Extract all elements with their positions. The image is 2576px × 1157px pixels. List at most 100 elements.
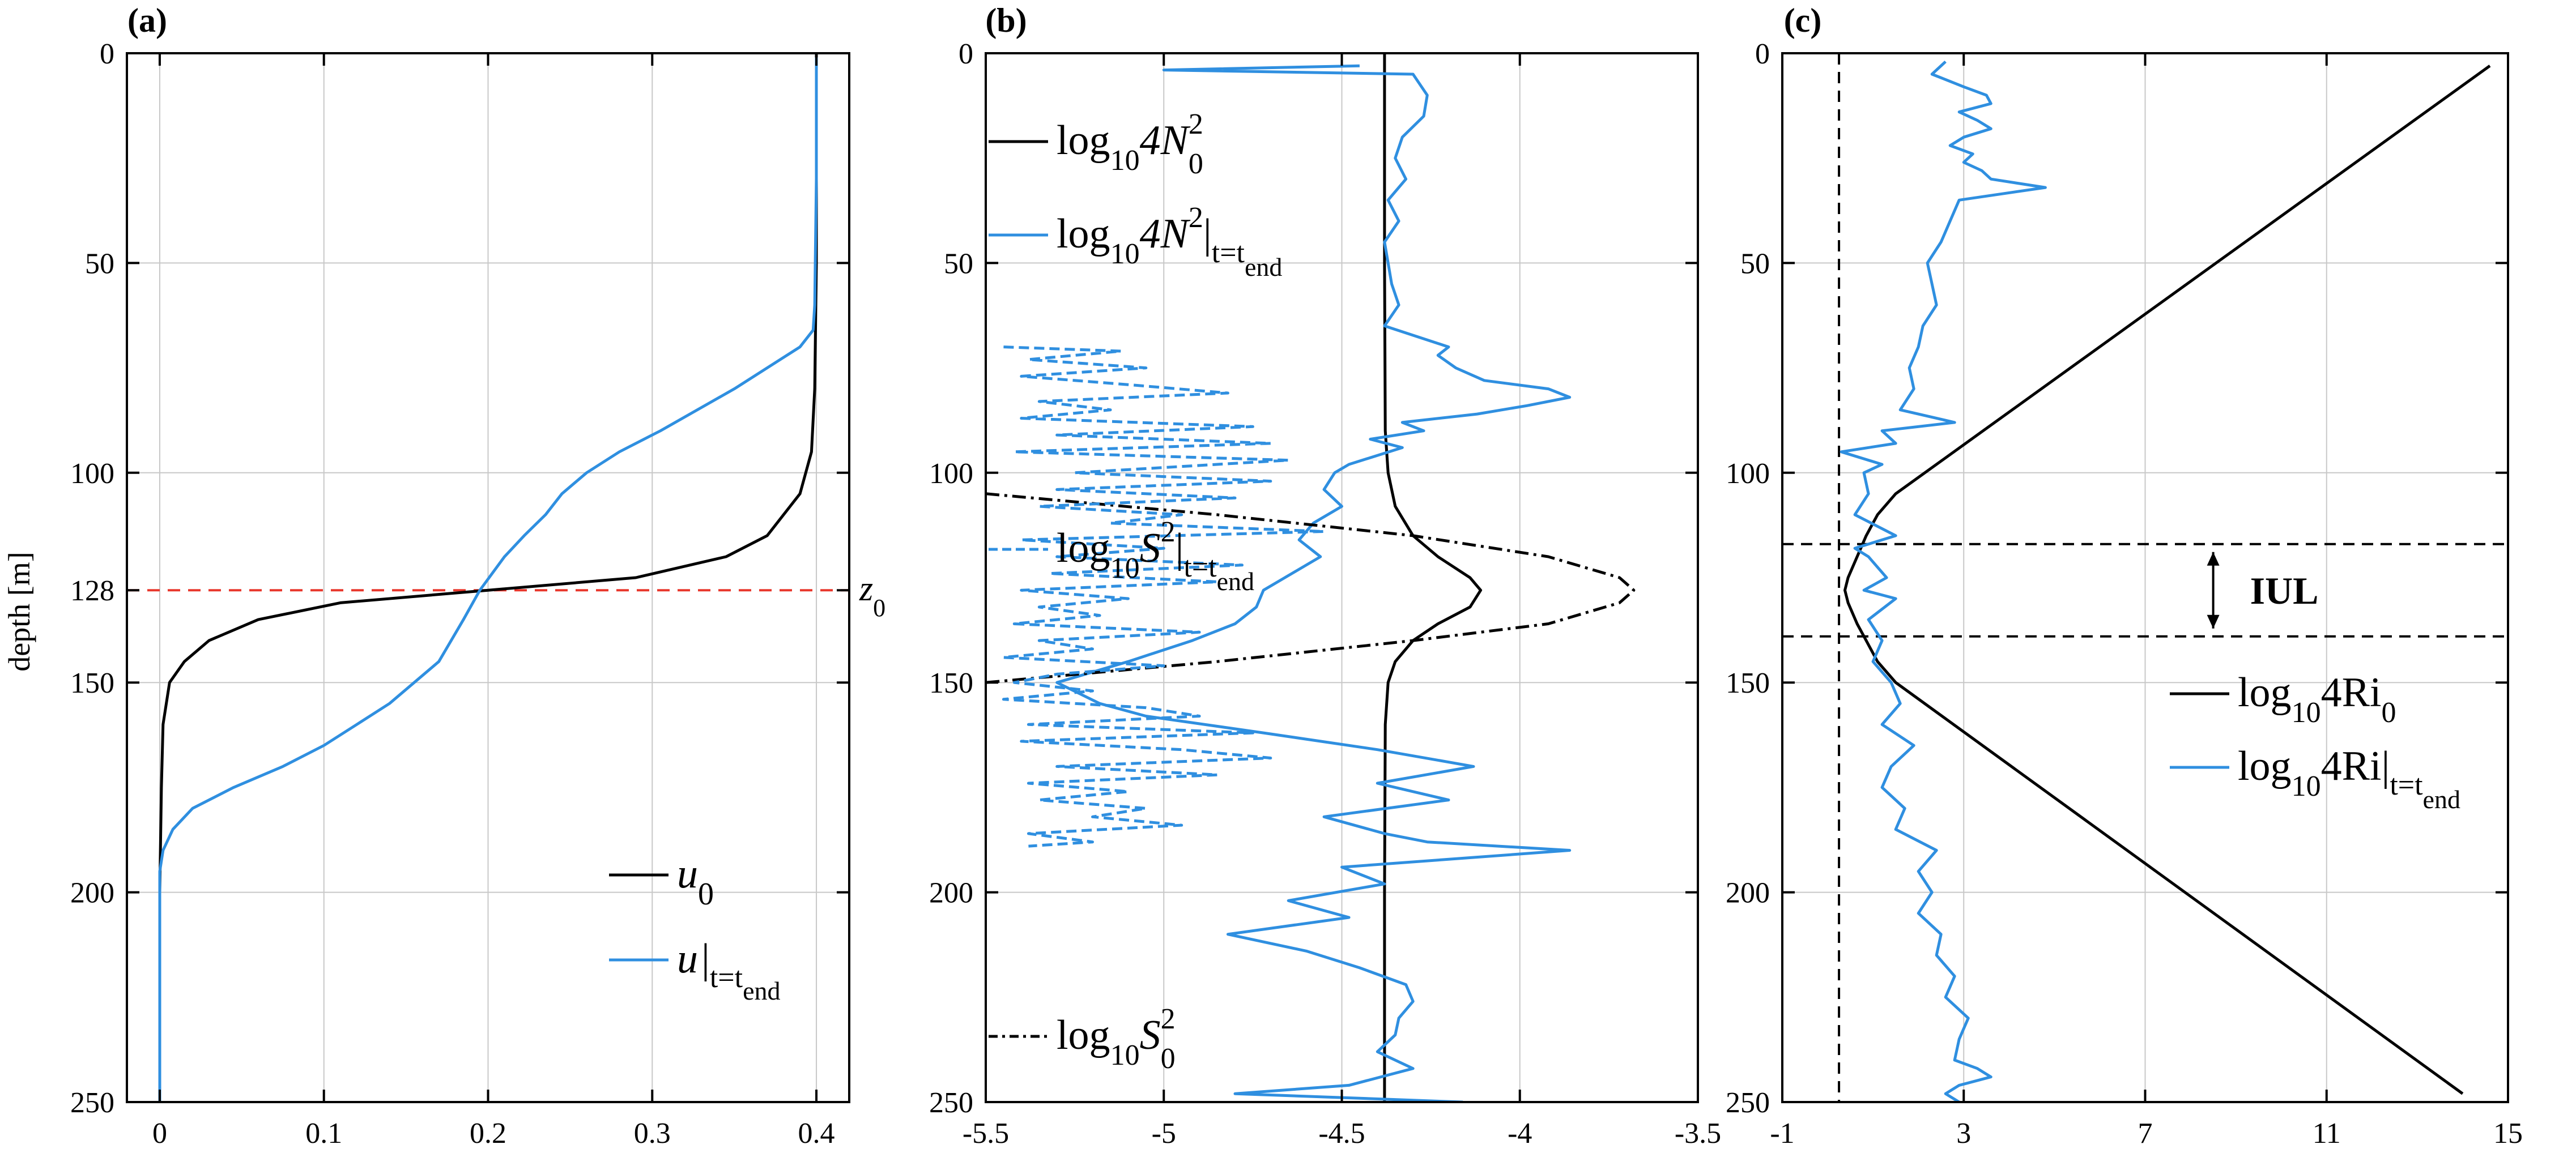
plot-area-0 — [127, 53, 849, 1102]
legend-tail: 4Ri — [2321, 743, 2382, 789]
xtick-label-0-0: 0 — [152, 1117, 167, 1150]
xtick-label-0-1: 0.1 — [305, 1117, 342, 1150]
legend-label-0-1: u|t=tend — [677, 936, 780, 1005]
ytick-label-2-4: 200 — [1726, 877, 1770, 910]
ytick-label-2-3: 150 — [1726, 667, 1770, 699]
legend-bar: | — [2381, 743, 2390, 789]
ytick-label-2-0: 0 — [1755, 38, 1770, 70]
legend-sup: 2 — [1161, 1003, 1176, 1035]
legend-tail: S — [1140, 525, 1161, 571]
legend-sub: 10 — [2292, 697, 2321, 729]
legend-label-0-0: u0 — [677, 851, 714, 912]
legend-entry-0-1: u|t=tend — [609, 936, 780, 1005]
legend-bar: | — [701, 936, 710, 982]
ytick-label-1-0: 0 — [959, 38, 973, 70]
legend-label-2-0: log104Ri0 — [2238, 669, 2396, 729]
legend-sub3: 0 — [1189, 148, 1203, 180]
legend-sub: 10 — [1110, 1039, 1140, 1071]
ytick-label-0-1: 50 — [85, 247, 114, 280]
panel-2: -1 3 7 11 15050100150200250(c)IULlog104Ri0lo… — [1726, 2, 2523, 1150]
ytick-label-1-5: 250 — [929, 1087, 973, 1119]
legend-sub4: end — [1245, 253, 1282, 281]
legend-entry-2-0: log104Ri0 — [2170, 669, 2396, 729]
legend-sub3: 0 — [2381, 697, 2396, 729]
panels: 0 0.1 0.2 0.3 0.4050100128150200250(a)depth … — [2, 2, 2523, 1150]
legend-sup: 2 — [1189, 202, 1203, 234]
series-line-2-1 — [1840, 60, 2047, 1102]
legend-tail: 4N — [1140, 117, 1191, 164]
xtick-label-1-2: -4.5 — [1318, 1117, 1365, 1150]
legend-sub3: t=t — [1183, 551, 1217, 583]
legend-tail: 4N — [1140, 211, 1191, 257]
legend-sub3: 0 — [1161, 1043, 1176, 1075]
panel-label-0: (a) — [127, 2, 167, 39]
xtick-label-2-3: 11 — [2313, 1117, 2341, 1150]
ytick-label-0-5: 200 — [70, 877, 114, 910]
legend-label-1-3: log10S2|t=tend — [1057, 516, 1254, 596]
series-line-1-0 — [1383, 53, 1483, 1102]
xtick-label-1-1: -5 — [1152, 1117, 1176, 1150]
xtick-label-0-2: 0.2 — [470, 1117, 506, 1150]
plot-area-1 — [986, 53, 1636, 1102]
z0-label: z0 — [859, 570, 885, 622]
ytick-label-0-3: 128 — [70, 575, 114, 607]
series-line-0-0 — [158, 53, 818, 1102]
ytick-label-1-4: 200 — [929, 877, 973, 910]
legend-sub: 10 — [2292, 770, 2321, 802]
legend-main: log — [1057, 211, 1110, 257]
panel-label-2: (c) — [1784, 2, 1822, 39]
ytick-label-1-3: 150 — [929, 667, 973, 699]
series-line-1-2 — [986, 492, 1636, 684]
z0-main: z — [859, 570, 873, 608]
legend-sub3: t=t — [2390, 769, 2423, 801]
z0-sub: 0 — [873, 594, 885, 622]
series-line-0-1 — [158, 57, 818, 1102]
ytick-label-2-1: 50 — [1740, 247, 1770, 280]
legend-sup: 2 — [1189, 108, 1203, 140]
series-line-2-0 — [1843, 65, 2491, 1095]
legend-entry-1-1: log104N2|t=tend — [989, 202, 1282, 281]
ytick-label-1-2: 100 — [929, 458, 973, 490]
legend-entry-1-0: log104N2 0 — [989, 108, 1203, 180]
legend-main: log — [1057, 1012, 1110, 1058]
xtick-label-1-0: -5.5 — [963, 1117, 1009, 1150]
legend-entry-1-3: log10S2|t=tend — [989, 516, 1254, 596]
legend-main: u — [677, 936, 698, 982]
ytick-label-0-4: 150 — [70, 667, 114, 699]
legend-entry-1-2: log10S2 0 — [989, 1003, 1176, 1075]
ytick-label-2-2: 100 — [1726, 458, 1770, 490]
legend-sub: 10 — [1110, 238, 1140, 270]
legend-sub: t=t — [710, 962, 743, 994]
legend-label-2-1: log104Ri|t=tend — [2238, 743, 2460, 814]
xtick-label-1-4: -3.5 — [1675, 1117, 1721, 1150]
plot-area-2 — [1782, 53, 2508, 1102]
legend-sub3: t=t — [1212, 237, 1245, 269]
legend-tail: S — [1140, 1012, 1161, 1058]
ytick-label-0-0: 0 — [100, 38, 114, 70]
legend-main: log — [2238, 669, 2292, 716]
legend-sub4: end — [1217, 567, 1254, 596]
iul-arrowhead-bottom — [2207, 614, 2220, 629]
legend-sub: 10 — [1110, 552, 1140, 584]
panel-1: -5.5 -5 -4.5 -4 -3.5050100150200250(b)log104… — [929, 2, 1721, 1150]
ytick-label-2-5: 250 — [1726, 1087, 1770, 1119]
ylabel: depth [m] — [2, 552, 36, 671]
legend-label-1-1: log104N2|t=tend — [1057, 202, 1282, 281]
legend-bar: | — [1203, 211, 1212, 257]
ytick-label-0-2: 100 — [70, 458, 114, 490]
legend-main: log — [1057, 117, 1110, 164]
xtick-label-0-3: 0.3 — [634, 1117, 671, 1150]
legend-sub2: end — [743, 976, 780, 1005]
legend-bar: | — [1176, 525, 1184, 571]
legend-entry-0-0: u0 — [609, 851, 714, 912]
panel-0: 0 0.1 0.2 0.3 0.4 0 50 100 128 150 200 250 (a) depth … — [2, 2, 885, 1150]
series-line-1-1 — [1055, 64, 1572, 1102]
legend-main: u — [677, 851, 698, 897]
legend-sub: 0 — [698, 877, 714, 912]
series-line-1-3 — [1002, 345, 1326, 848]
legend-main: log — [2238, 743, 2292, 789]
xtick-label-1-3: -4 — [1508, 1117, 1532, 1150]
legend-label-1-2: log10S2 0 — [1057, 1003, 1176, 1075]
